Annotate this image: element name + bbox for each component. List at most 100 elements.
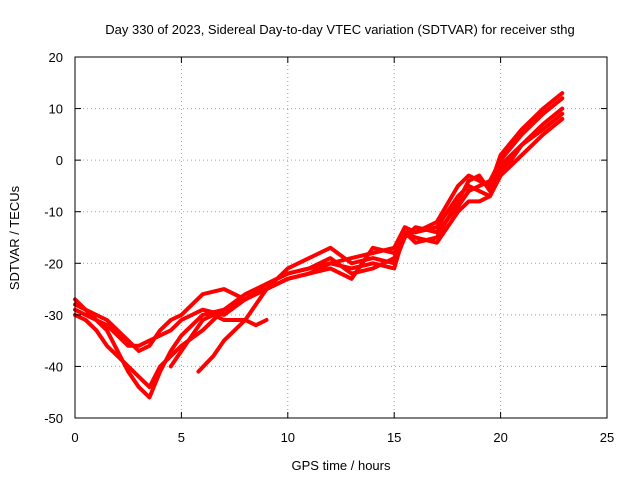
data-point	[222, 339, 226, 343]
data-point	[467, 199, 471, 203]
data-point	[254, 302, 258, 307]
data-point	[179, 313, 183, 317]
data-point	[541, 132, 545, 136]
y-tick-label: -50	[44, 411, 63, 426]
data-point	[126, 370, 130, 374]
data-point	[126, 339, 130, 343]
data-point	[456, 210, 460, 214]
data-point	[126, 364, 130, 368]
data-point	[233, 328, 237, 332]
series-line-track-4	[73, 91, 565, 353]
data-point	[520, 143, 524, 147]
data-point	[350, 256, 354, 260]
data-point	[105, 323, 109, 327]
data-point	[137, 375, 141, 379]
y-tick-label: 20	[49, 50, 63, 65]
data-point	[371, 261, 375, 265]
data-point	[190, 333, 194, 338]
data-point	[307, 272, 311, 276]
data-point	[467, 179, 471, 183]
data-point	[286, 277, 290, 281]
data-point	[392, 266, 396, 270]
data-point	[350, 261, 354, 265]
series-line-track-3	[73, 116, 565, 390]
data-point	[169, 349, 173, 353]
data-point	[560, 112, 564, 116]
data-point	[137, 385, 141, 389]
data-point	[158, 364, 162, 368]
data-point	[328, 261, 332, 265]
series-layer	[73, 91, 565, 400]
data-point	[84, 308, 88, 312]
data-point	[169, 364, 173, 368]
y-tick-label: 10	[49, 102, 63, 117]
data-point	[307, 266, 311, 270]
data-point	[116, 349, 120, 353]
data-point	[403, 225, 407, 229]
data-point	[211, 313, 215, 317]
data-point	[116, 333, 120, 338]
x-tick-label: 25	[600, 430, 614, 445]
chart-title: Day 330 of 2023, Sidereal Day-to-day VTE…	[105, 22, 574, 37]
data-point	[201, 313, 205, 317]
x-tick-label: 0	[71, 430, 78, 445]
data-point	[243, 292, 247, 296]
data-point	[413, 230, 418, 234]
data-point	[499, 153, 503, 157]
data-point	[350, 277, 354, 281]
data-point	[243, 318, 247, 322]
x-tick-label: 20	[493, 430, 507, 445]
data-point	[541, 122, 545, 126]
data-point	[169, 318, 173, 322]
data-point	[116, 354, 120, 358]
x-tick-label: 10	[281, 430, 295, 445]
data-point	[413, 225, 418, 229]
data-point	[541, 112, 545, 116]
data-point	[179, 318, 183, 322]
data-point	[94, 318, 98, 322]
data-point	[477, 199, 481, 203]
data-point	[520, 132, 524, 136]
data-point	[435, 225, 439, 229]
data-point	[350, 266, 354, 270]
y-tick-label: -10	[44, 205, 63, 220]
data-point	[116, 328, 120, 332]
plot-frame	[74, 56, 608, 419]
data-point	[158, 328, 162, 332]
data-point	[520, 127, 524, 131]
data-point	[467, 189, 471, 193]
data-point	[179, 333, 183, 338]
data-point	[94, 313, 98, 317]
data-point	[509, 158, 513, 162]
data-point	[328, 246, 332, 250]
data-point	[179, 349, 183, 353]
data-point	[222, 287, 226, 291]
data-point	[413, 235, 418, 240]
y-tick-label: 0	[56, 153, 63, 168]
data-point	[147, 385, 152, 389]
data-point	[520, 153, 524, 157]
data-point	[560, 117, 564, 121]
data-point	[371, 246, 375, 250]
data-point	[105, 328, 109, 332]
data-point	[169, 328, 173, 332]
data-point	[413, 241, 418, 245]
data-point	[560, 96, 564, 100]
data-point	[233, 318, 237, 322]
data-point	[201, 308, 205, 312]
data-point	[403, 230, 407, 234]
data-point	[201, 292, 205, 296]
data-point	[286, 266, 290, 270]
data-point	[477, 189, 481, 193]
data-point	[477, 184, 481, 188]
data-point	[105, 344, 109, 348]
data-point	[264, 287, 269, 291]
data-point	[371, 266, 375, 270]
data-point	[105, 318, 109, 322]
data-point	[488, 194, 492, 198]
data-point	[169, 354, 173, 358]
x-axis-label: GPS time / hours	[292, 458, 391, 473]
data-point	[264, 282, 269, 286]
data-point	[222, 308, 226, 312]
